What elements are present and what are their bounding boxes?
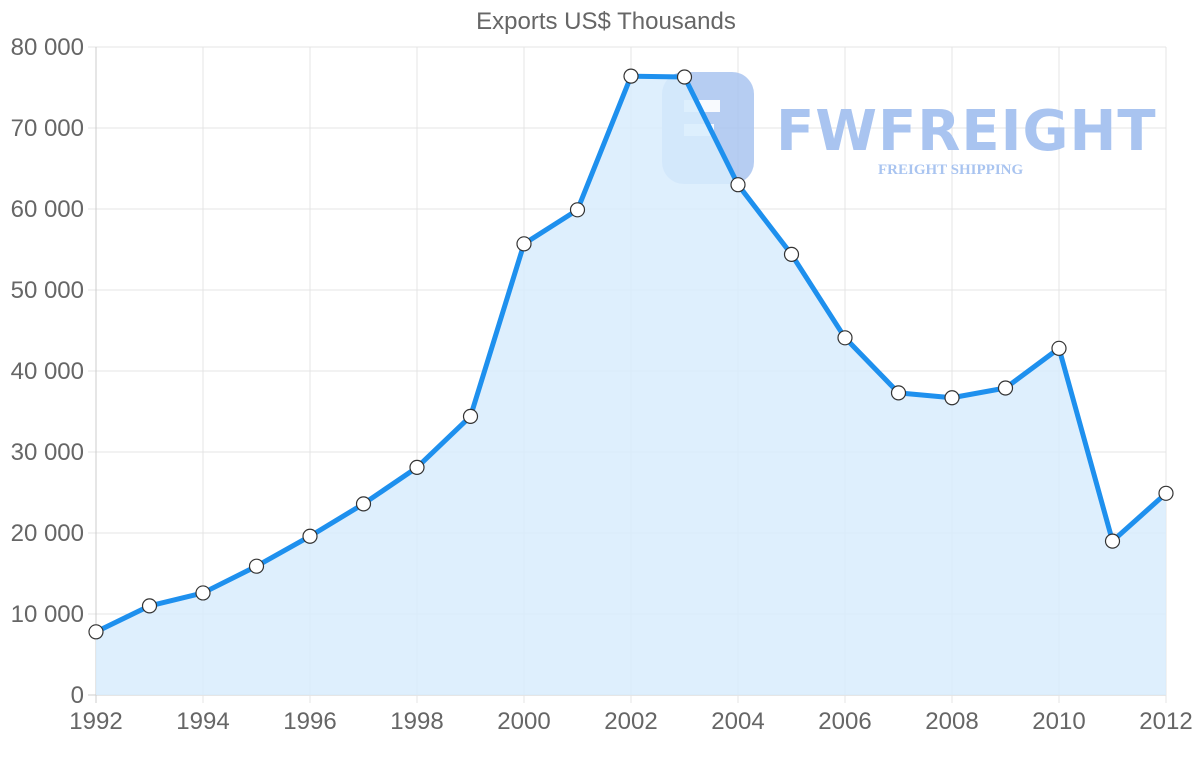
x-axis: 1992 1994 1996 1998 2000 2002 2004 2006 2008 2010… [69, 708, 1192, 735]
x-tick-label: 2006 [818, 708, 871, 735]
data-points [88, 68, 1174, 640]
x-tick-label: 2008 [925, 708, 978, 735]
x-tick-label: 2012 [1139, 708, 1192, 735]
y-tick-label: 20 000 [11, 520, 84, 547]
data-point[interactable] [1104, 533, 1121, 549]
watermark-brand: FWFREIGHT [776, 99, 1157, 164]
y-tick-label: 40 000 [11, 358, 84, 385]
data-point[interactable] [409, 459, 425, 475]
data-point[interactable] [141, 598, 158, 614]
x-tick-label: 1994 [176, 708, 229, 735]
data-point[interactable] [195, 585, 211, 601]
area-fill [96, 76, 1166, 695]
chart-title: Exports US$ Thousands [476, 8, 736, 35]
data-point[interactable] [676, 69, 693, 85]
data-point[interactable] [462, 408, 479, 424]
x-tick-label: 2000 [497, 708, 550, 735]
x-tick-label: 2002 [604, 708, 657, 735]
watermark-tagline: FREIGHT SHIPPING [878, 162, 1023, 178]
data-point[interactable] [1158, 485, 1174, 501]
data-point[interactable] [623, 68, 639, 84]
y-tick-label: 50 000 [11, 277, 84, 304]
data-point[interactable] [1051, 340, 1067, 356]
watermark-logo: FWFREIGHT FREIGHT SHIPPING [662, 72, 1157, 184]
y-tick-label: 80 000 [11, 34, 84, 61]
data-point[interactable] [302, 528, 318, 544]
y-tick-label: 30 000 [11, 439, 84, 466]
x-tick-label: 1998 [390, 708, 443, 735]
data-point[interactable] [88, 624, 104, 640]
y-axis: 0 10 000 20 000 30 000 40 000 50 000 60 000 70 … [11, 34, 84, 709]
y-tick-label: 70 000 [11, 115, 84, 142]
data-point[interactable] [837, 330, 853, 346]
data-point[interactable] [355, 496, 372, 512]
data-point[interactable] [783, 246, 800, 262]
data-point[interactable] [248, 558, 265, 574]
y-tick-label: 60 000 [11, 196, 84, 223]
data-point[interactable] [997, 380, 1014, 396]
y-tick-label: 0 [71, 682, 84, 709]
y-tick-label: 10 000 [11, 601, 84, 628]
data-point[interactable] [890, 385, 907, 401]
data-point[interactable] [569, 202, 586, 218]
x-tick-label: 2004 [711, 708, 764, 735]
data-point[interactable] [516, 236, 532, 252]
data-point[interactable] [730, 177, 746, 193]
x-tick-label: 1996 [283, 708, 336, 735]
x-tick-label: 1992 [69, 708, 122, 735]
x-tick-label: 2010 [1032, 708, 1085, 735]
data-point[interactable] [944, 390, 960, 406]
